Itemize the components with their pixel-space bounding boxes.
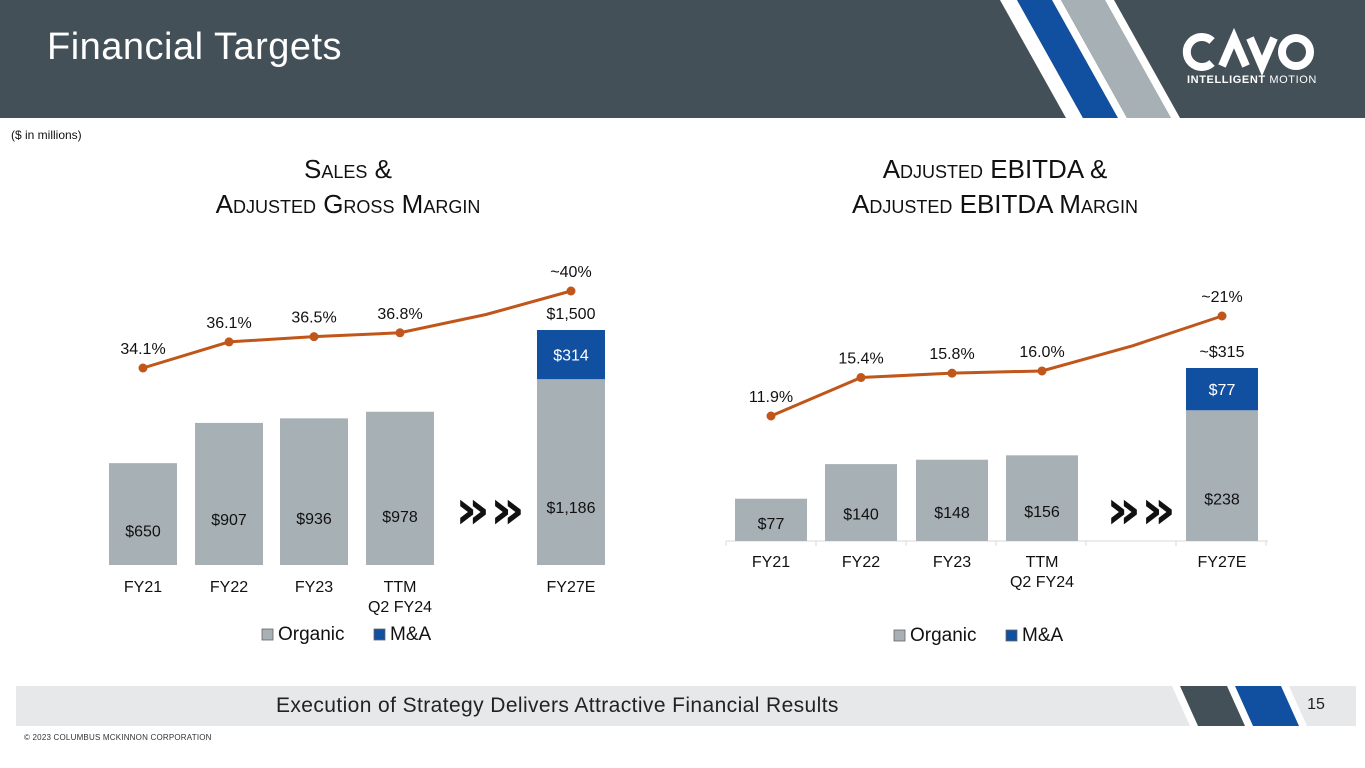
ebitda-bar-label-organic: $148 [934,505,970,522]
ebitda-bar-label-organic: $140 [843,506,879,523]
ebitda-margin-point [947,368,957,378]
ebitda-category-label: FY27E [1198,554,1247,571]
sales-margin-label: ~40% [550,264,591,281]
ebitda-margin-label: 15.8% [929,346,974,363]
header-stripes [1000,0,1314,118]
logo-tagline: INTELLIGENT MOTION [1187,74,1317,86]
sales-chart-title-line-1: Sales & [304,154,392,184]
sales-category-label: FY21 [124,579,162,596]
ebitda-bar-ma [1186,368,1258,411]
ebitda-chart-title: Adjusted EBITDA & Adjusted EBITDA Margin [770,152,1220,222]
ebitda-margin-label: 11.9% [749,389,793,406]
ebitda-category-label: Q2 FY24 [1010,574,1074,591]
sales-category-label: TTM [384,579,417,596]
ebitda-category-label: FY23 [933,554,971,571]
ebitda-margin-point [766,411,776,421]
sales-category-label: FY22 [210,579,248,596]
ebitda-legend-swatch-ma [1005,629,1018,642]
ebitda-margin-point [856,373,866,383]
ebitda-growth-arrows: »» [1106,478,1176,541]
ebitda-bar-organic [916,459,988,541]
sales-bar-label-organic: $650 [125,523,161,540]
sales-category-label: Q2 FY24 [368,599,432,616]
ebitda-margin-point [1037,366,1047,376]
ebitda-bar-label-organic: $238 [1204,491,1240,508]
sales-margin-point [138,363,148,373]
ebitda-legend-label: Organic [910,625,977,646]
ebitda-margin-line [770,314,1223,418]
footer-tagline: Execution of Strategy Delivers Attractiv… [276,694,839,717]
sales-bar-organic [195,422,263,565]
ebitda-bar-label-ma: $77 [1209,382,1236,399]
sales-category-label: FY23 [295,579,333,596]
sales-bar-organic [537,379,605,565]
units-note: ($ in millions) [11,128,82,142]
sales-legend-label: M&A [390,624,432,645]
sales-legend-label: Organic [278,624,345,645]
ebitda-bar-total: ~$315 [1200,344,1245,361]
ebitda-category-label: FY22 [842,554,880,571]
ebitda-category-label: TTM [1026,554,1059,571]
footer-band [16,686,1356,726]
sales-growth-arrows: »» [455,478,525,541]
sales-margin-point [395,328,405,338]
sales-margin-label: 36.1% [206,315,251,332]
sales-bar-ma [537,330,605,380]
sales-margin-point [566,286,576,296]
sales-bar-label-organic: $1,186 [547,500,596,517]
sales-bar-organic [109,463,177,565]
company-logo [1182,27,1314,77]
ebitda-margin-point [1217,311,1227,321]
sales-margin-point [224,337,234,347]
sales-margin-line [142,289,572,370]
sales-bar-label-organic: $978 [382,509,418,526]
sales-bar-total: $1,500 [547,306,596,323]
sales-chart-title-line-2: Adjusted Gross Margin [215,189,481,219]
sales-category-label: FY27E [547,579,596,596]
ebitda-bar-label-organic: $156 [1024,504,1060,521]
sales-bar-label-organic: $907 [211,512,247,529]
header-band: Financial Targets INTELLIGENT MOTION [0,0,1365,118]
ebitda-bar-organic [735,498,807,541]
sales-chart-title: Sales & Adjusted Gross Margin [128,152,568,222]
sales-bar-organic [280,418,348,565]
ebitda-legend-swatch-organic [893,629,906,642]
sales-legend-swatch-organic [261,628,274,641]
ebitda-legend-label: M&A [1022,625,1064,646]
ebitda-bar-organic [825,464,897,541]
ebitda-bar-organic [1186,410,1258,541]
ebitda-margin-label: 15.4% [838,351,883,368]
ebitda-category-label: FY21 [752,554,790,571]
sales-margin-label: 36.8% [377,306,422,323]
sales-legend-swatch-ma [373,628,386,641]
sales-bar-label-organic: $936 [296,511,332,528]
sales-margin-point [309,332,319,342]
ebitda-bar-label-organic: $77 [758,516,785,533]
page-number: 15 [1307,696,1325,713]
ebitda-bar-organic [1006,455,1078,541]
ebitda-chart-title-line-1: Adjusted EBITDA & [882,154,1108,184]
ebitda-chart-title-line-2: Adjusted EBITDA Margin [852,189,1138,219]
page-title: Financial Targets [47,26,343,68]
sales-bar-label-ma: $314 [553,348,589,365]
sales-margin-label: 34.1% [120,341,165,358]
ebitda-margin-label: 16.0% [1019,344,1064,361]
ebitda-margin-label: ~21% [1201,289,1242,306]
sales-margin-label: 36.5% [291,310,336,327]
sales-bar-organic [366,411,434,565]
copyright-notice: © 2023 COLUMBUS MCKINNON CORPORATION [24,733,212,742]
